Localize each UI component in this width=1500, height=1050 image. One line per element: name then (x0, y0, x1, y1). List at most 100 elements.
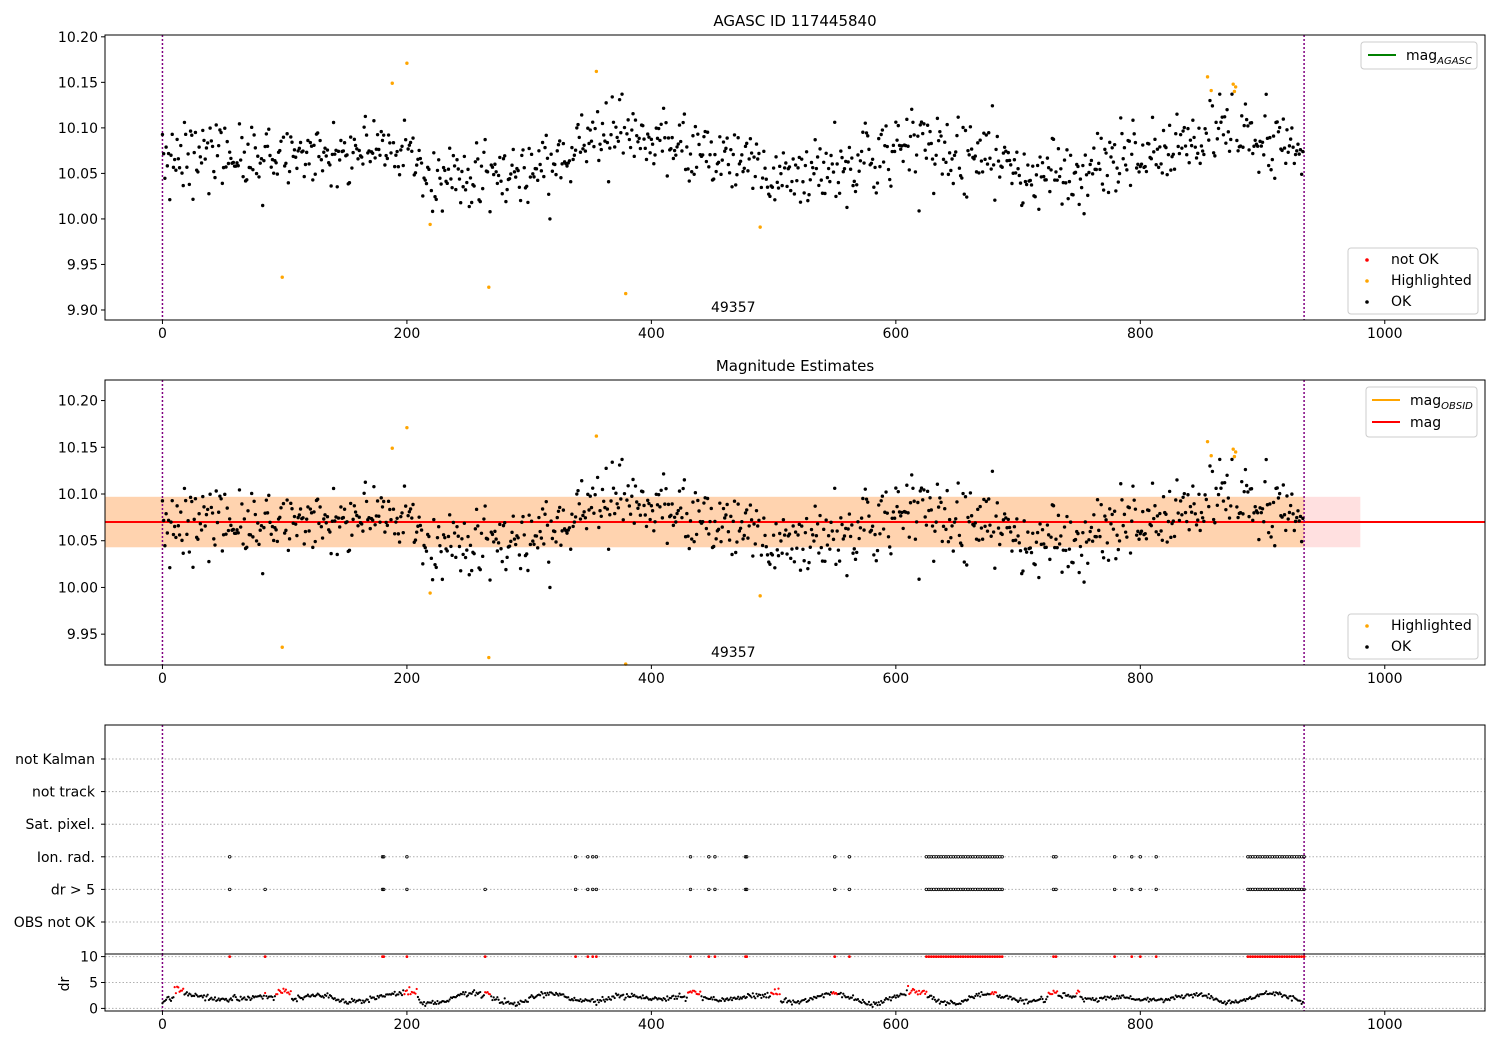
ok-point (463, 188, 468, 192)
ok-point (1031, 531, 1035, 535)
dr-point (602, 998, 605, 1001)
ok-point (455, 157, 459, 162)
ok-point (910, 473, 914, 477)
ok-point (175, 137, 179, 142)
x-tick-label: 1000 (1367, 326, 1403, 342)
dr-point-clipped (966, 955, 970, 958)
ok-point (968, 125, 973, 129)
dr-point (1291, 994, 1295, 998)
dr-point (227, 1000, 230, 1003)
dr-point (1161, 998, 1164, 1001)
ok-point (787, 532, 792, 536)
ok-point (872, 185, 876, 189)
ok-point (796, 533, 800, 537)
dr-point (578, 999, 581, 1003)
x-tick-label: 0 (158, 1017, 167, 1033)
ok-point (504, 567, 508, 572)
magnitude-legend-points[interactable]: Highlighted OK (1347, 613, 1479, 660)
dr-point (1287, 997, 1290, 1000)
ok-point (1062, 158, 1067, 162)
ok-point (323, 513, 327, 517)
ok-point (413, 538, 418, 542)
ok-point (548, 217, 552, 221)
ok-point (251, 535, 255, 539)
ok-point (1222, 480, 1227, 485)
dr-point (674, 995, 677, 998)
ok-point (644, 524, 649, 529)
ok-point (1286, 517, 1290, 521)
ok-point (1115, 166, 1119, 170)
dr-point-red (916, 993, 919, 996)
dr-point (861, 998, 864, 1001)
ok-point (1116, 547, 1121, 552)
ok-point (1282, 513, 1287, 517)
ok-point (539, 536, 544, 540)
ok-point (1203, 127, 1207, 131)
ok-point (377, 514, 381, 518)
ok-point (362, 125, 366, 129)
ok-point (253, 512, 258, 517)
x-tick-label: 1000 (1367, 671, 1403, 687)
ok-point (826, 534, 831, 538)
ok-point (1110, 146, 1114, 150)
x-tick-label: 200 (394, 326, 421, 342)
ok-point (1275, 120, 1279, 124)
ok-point (814, 166, 819, 171)
dr-point-clipped (932, 955, 936, 958)
dr-point (1005, 994, 1009, 997)
ok-point (1141, 143, 1145, 147)
ok-point (182, 486, 187, 491)
ok-point (924, 156, 929, 160)
ok-point (494, 537, 498, 541)
magnitude-points (160, 425, 1305, 666)
dr-point-red (281, 991, 284, 995)
dr-point (353, 998, 356, 1001)
ok-point (762, 516, 766, 520)
ok-point (587, 508, 591, 512)
ok-point (960, 543, 964, 548)
ok-point (775, 180, 779, 185)
ok-point (793, 530, 798, 534)
ok-point (168, 565, 172, 570)
dr-point-clipped (951, 955, 955, 958)
ok-point (370, 151, 375, 156)
x-tick-label: 600 (882, 671, 909, 687)
ok-point (1081, 530, 1085, 535)
dr-point (1152, 997, 1155, 1000)
ok-point (427, 167, 431, 172)
ok-point (652, 529, 656, 533)
ok-point (924, 523, 929, 527)
dr-point-red (405, 989, 409, 992)
ok-point (940, 539, 944, 544)
ok-point (352, 137, 357, 142)
dr-point (871, 1005, 874, 1008)
ok-point (383, 530, 387, 534)
ok-point (702, 134, 706, 139)
magnitude-axes-ticks: 0 200 400 600 800 10009.9510.0010.0510.1010.1… (58, 394, 1403, 687)
ok-point (1121, 523, 1125, 528)
ok-point (351, 517, 355, 522)
dr-point-clipped (1275, 955, 1279, 958)
ok-point (1084, 173, 1089, 177)
ok-point (204, 512, 209, 517)
ok-point (1071, 193, 1075, 197)
ok-point (180, 538, 184, 543)
ok-point (406, 513, 410, 518)
ok-point (258, 528, 262, 532)
ok-point (1051, 504, 1056, 508)
ok-point (1040, 528, 1045, 532)
dr-point-red (1078, 990, 1081, 993)
magnitude-legend-lines[interactable]: magOBSID mag (1365, 386, 1478, 438)
ok-point (1137, 170, 1141, 174)
agasc-legend-points[interactable]: not OK Highlighted OK (1347, 247, 1479, 315)
ok-point (1249, 487, 1254, 491)
ok-point (745, 508, 749, 512)
agasc-legend-lines[interactable]: magAGASC (1360, 41, 1478, 70)
dr-point-red (906, 984, 910, 988)
ok-point (1049, 168, 1053, 172)
ok-point (215, 520, 220, 525)
ok-point (377, 147, 381, 152)
ok-point (1296, 142, 1300, 146)
ok-point (917, 577, 921, 581)
